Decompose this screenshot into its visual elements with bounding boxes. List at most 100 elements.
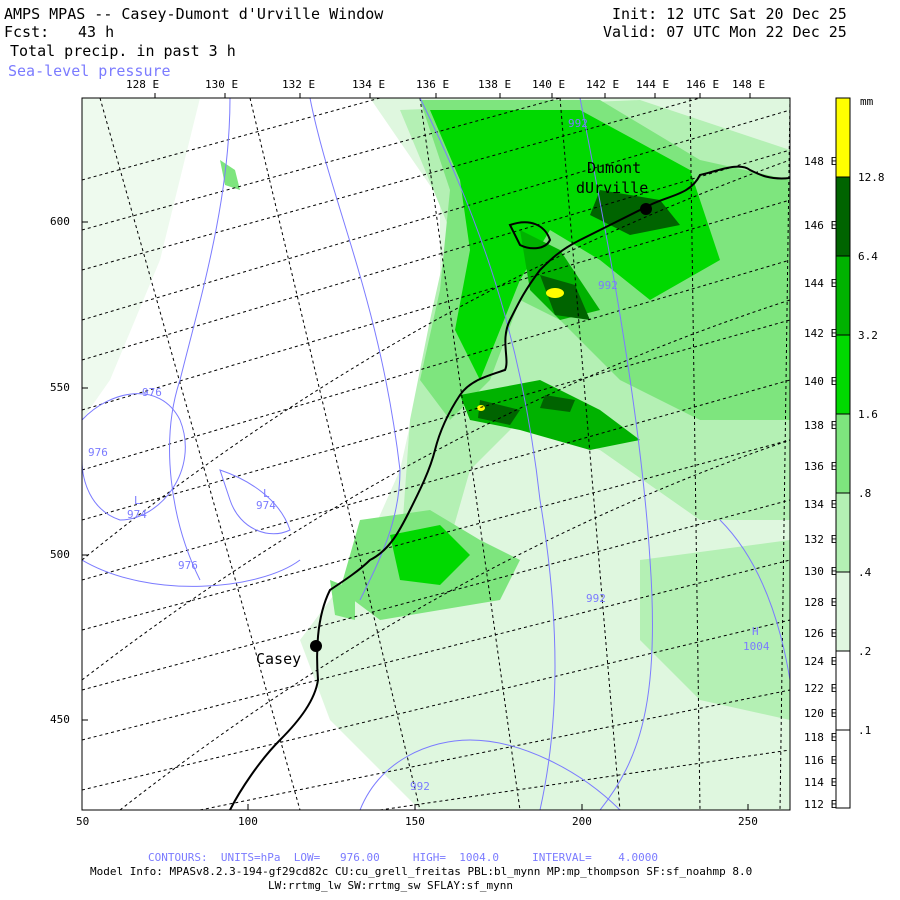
precip-spot-west — [220, 160, 240, 190]
top-lon-label: 140 E — [532, 78, 566, 91]
right-lon-label: 136 E — [804, 460, 838, 473]
right-lon-label: 130 E — [804, 565, 838, 578]
right-lon-label: 142 E — [804, 327, 838, 340]
precip-max-1 — [546, 288, 564, 298]
right-lon-label: 120 E — [804, 707, 838, 720]
isobar-label: 992 — [568, 117, 588, 130]
x-tick-label: 200 — [572, 815, 592, 828]
map-title: AMPS MPAS -- Casey-Dumont d'Urville Wind… — [4, 5, 384, 23]
coastline — [229, 165, 790, 810]
legend-swatch — [835, 334, 851, 415]
casey-label: Casey — [256, 650, 302, 668]
legend-swatch — [835, 729, 851, 809]
precip-band-west — [82, 98, 200, 420]
right-lon-label: 124 E — [804, 655, 838, 668]
right-lon-label: 122 E — [804, 682, 838, 695]
right-lon-label: 140 E — [804, 375, 838, 388]
y-tick-label: 600 — [50, 215, 70, 228]
init-time: Init: 12 UTC Sat 20 Dec 25 — [612, 5, 847, 23]
isobar-label: 974 — [256, 499, 276, 512]
field-description: Total precip. in past 3 h — [10, 42, 236, 60]
y-tick-label: 500 — [50, 548, 70, 561]
isobar-label: 976 — [142, 386, 162, 399]
precip-spot-casey — [330, 580, 355, 620]
right-lon-label: 118 E — [804, 731, 838, 744]
isobar-label: 1004 — [743, 640, 770, 653]
legend-swatch — [835, 413, 851, 494]
right-lon-label: 114 E — [804, 776, 838, 789]
legend-level: 12.8 — [858, 171, 885, 184]
legend-level: .1 — [858, 724, 872, 737]
right-lon-label: 146 E — [804, 219, 838, 232]
legend-swatch — [835, 255, 851, 336]
high-pressure-mark: H — [752, 625, 759, 638]
dumont-label-line1: Dumont — [587, 159, 642, 177]
low-pressure-mark: L — [134, 494, 141, 507]
legend-swatch — [835, 97, 851, 178]
right-lon-label: 126 E — [804, 627, 838, 640]
model-info: Model Info: MPASv8.2.3-194-gf29cd82c CU:… — [90, 865, 753, 878]
right-lon-label: 128 E — [804, 596, 838, 609]
isobar-label: 992 — [410, 780, 430, 793]
top-lon-label: 134 E — [352, 78, 386, 91]
legend-level: .8 — [858, 487, 872, 500]
right-lon-label: 134 E — [804, 498, 838, 511]
precip-band-streak — [460, 380, 640, 450]
right-lon-label: 144 E — [804, 277, 838, 290]
dumont-station-marker — [640, 203, 652, 215]
legend-level: 3.2 — [858, 329, 878, 342]
forecast-hours: 43 h — [78, 23, 115, 41]
legend-swatch — [835, 650, 851, 731]
top-lon-label: 148 E — [732, 78, 766, 91]
legend-swatch — [835, 571, 851, 652]
isobar-label: 974 — [127, 508, 147, 521]
overlay-description: Sea-level pressure — [8, 62, 171, 80]
right-lon-label: 138 E — [804, 419, 838, 432]
legend-level: .4 — [858, 566, 872, 579]
x-tick-label: 150 — [405, 815, 425, 828]
axis-ticks — [81, 93, 751, 810]
isobar-label: 992 — [586, 592, 606, 605]
x-tick-label: 250 — [738, 815, 758, 828]
top-lon-label: 136 E — [416, 78, 450, 91]
low-pressure-mark: L — [263, 487, 270, 500]
isobar-label: 976 — [88, 446, 108, 459]
legend-swatch — [835, 176, 851, 257]
y-tick-label: 450 — [50, 713, 70, 726]
precip-dark-3 — [478, 400, 520, 425]
legend-swatch — [835, 492, 851, 573]
y-tick-label: 550 — [50, 381, 70, 394]
precip-dark-4 — [540, 395, 575, 412]
isobar-label: 976 — [178, 559, 198, 572]
right-lon-label: 148 E — [804, 155, 838, 168]
x-tick-label: 100 — [238, 815, 258, 828]
top-lon-label: 130 E — [205, 78, 239, 91]
top-lon-label: 144 E — [636, 78, 670, 91]
precip-east-lower — [640, 540, 790, 720]
legend-unit: mm — [860, 95, 874, 108]
legend-level: 1.6 — [858, 408, 878, 421]
top-lon-label: 128 E — [126, 78, 160, 91]
contour-info: CONTOURS: UNITS=hPa LOW= 976.00 HIGH= 10… — [148, 851, 658, 864]
dumont-label-line2: dUrville — [576, 179, 649, 197]
x-tick-label: 50 — [76, 815, 90, 828]
top-lon-label: 138 E — [478, 78, 512, 91]
precip-band-heavy — [430, 110, 720, 380]
valid-time: Valid: 07 UTC Mon 22 Dec 25 — [603, 23, 847, 41]
right-lon-label: 116 E — [804, 754, 838, 767]
right-lon-label: 112 E — [804, 798, 838, 811]
casey-station-marker — [310, 640, 322, 652]
forecast-label: Fcst: — [4, 23, 50, 41]
top-lon-label: 132 E — [282, 78, 316, 91]
legend-level: 6.4 — [858, 250, 878, 263]
latlon-grid — [82, 98, 790, 810]
right-lon-label: 132 E — [804, 533, 838, 546]
top-lon-label: 142 E — [586, 78, 620, 91]
model-schemes: LW:rrtmg_lw SW:rrtmg_sw SFLAY:sf_mynn — [268, 879, 514, 892]
legend-level: .2 — [858, 645, 872, 658]
isobar-label: 992 — [598, 279, 618, 292]
top-lon-label: 146 E — [686, 78, 720, 91]
precip-band-south-core — [390, 525, 470, 585]
